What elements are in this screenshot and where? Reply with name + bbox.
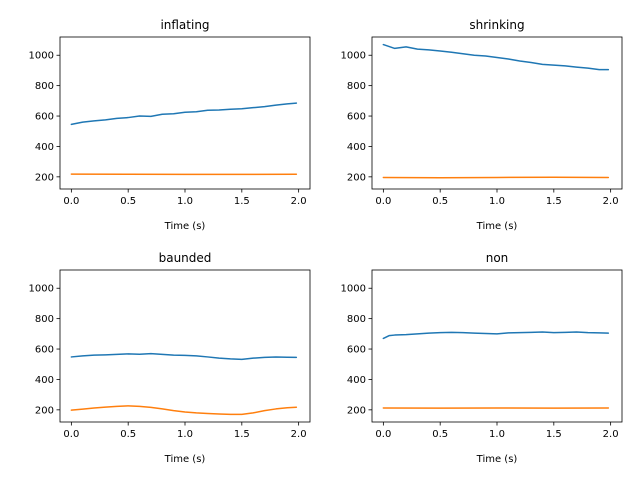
y-tick-label: 400: [347, 142, 366, 153]
series-line-0: [70, 352, 298, 361]
y-tick-label: 1000: [341, 284, 366, 295]
x-tick-label: 0.0: [375, 429, 391, 440]
x-tick-label: 2.0: [603, 196, 619, 207]
y-tick-label: 600: [35, 345, 54, 356]
y-tick-label: 200: [347, 172, 366, 183]
axes-frame: [59, 36, 311, 190]
series-line-0: [70, 102, 298, 126]
x-axis-label: Time (s): [164, 221, 206, 232]
y-tick-label: 1000: [29, 284, 54, 295]
y-tick-label: 800: [35, 314, 54, 325]
x-axis-label: Time (s): [476, 221, 518, 232]
x-tick-label: 1.5: [546, 429, 562, 440]
x-tick-label: 0.5: [120, 196, 136, 207]
series-line-0: [382, 43, 610, 71]
y-tick-label: 600: [347, 112, 366, 123]
x-tick-label: 2.0: [291, 196, 307, 207]
subplot-0: 0.0 0.5 1.0 1.5 2.0 200 400 600 800 1000 inflating…: [29, 18, 311, 232]
x-tick-label: 1.5: [234, 429, 250, 440]
x-tick-label: 2.0: [603, 429, 619, 440]
y-tick-label: 200: [347, 405, 366, 416]
series-line-1: [70, 405, 298, 416]
x-axis-label: Time (s): [476, 454, 518, 465]
y-tick-label: 400: [35, 142, 54, 153]
subplot-title: inflating: [160, 18, 209, 32]
series-line-0: [382, 331, 610, 340]
x-tick-label: 1.0: [177, 429, 193, 440]
x-tick-label: 0.5: [120, 429, 136, 440]
subplot-title: baunded: [159, 251, 212, 265]
x-tick-label: 0.5: [432, 429, 448, 440]
subplot-title: non: [486, 251, 509, 265]
x-tick-label: 1.5: [546, 196, 562, 207]
x-tick-label: 0.0: [63, 196, 79, 207]
subplot-1: 0.0 0.5 1.0 1.5 2.0 200 400 600 800 1000 shrinking…: [341, 18, 623, 232]
y-tick-label: 1000: [29, 51, 54, 62]
x-tick-label: 0.0: [375, 196, 391, 207]
y-tick-label: 800: [35, 81, 54, 92]
subplot-title: shrinking: [469, 18, 524, 32]
x-tick-label: 1.0: [489, 196, 505, 207]
y-tick-label: 200: [35, 405, 54, 416]
y-tick-label: 200: [35, 172, 54, 183]
y-tick-label: 400: [347, 375, 366, 386]
x-tick-label: 2.0: [291, 429, 307, 440]
subplot-2: 0.0 0.5 1.0 1.5 2.0 200 400 600 800 1000 baunded Ti…: [29, 251, 311, 465]
axes-frame: [371, 36, 623, 190]
x-tick-label: 1.0: [177, 196, 193, 207]
y-tick-label: 600: [35, 112, 54, 123]
y-tick-label: 1000: [341, 51, 366, 62]
y-tick-label: 800: [347, 314, 366, 325]
y-tick-label: 800: [347, 81, 366, 92]
x-axis-label: Time (s): [164, 454, 206, 465]
axes-frame: [59, 269, 311, 423]
x-tick-label: 0.5: [432, 196, 448, 207]
subplot-3: 0.0 0.5 1.0 1.5 2.0 200 400 600 800 1000 non Time (…: [341, 251, 623, 465]
y-tick-label: 600: [347, 345, 366, 356]
x-tick-label: 1.0: [489, 429, 505, 440]
y-tick-label: 400: [35, 375, 54, 386]
axes-frame: [371, 269, 623, 423]
x-tick-label: 1.5: [234, 196, 250, 207]
x-tick-label: 0.0: [63, 429, 79, 440]
